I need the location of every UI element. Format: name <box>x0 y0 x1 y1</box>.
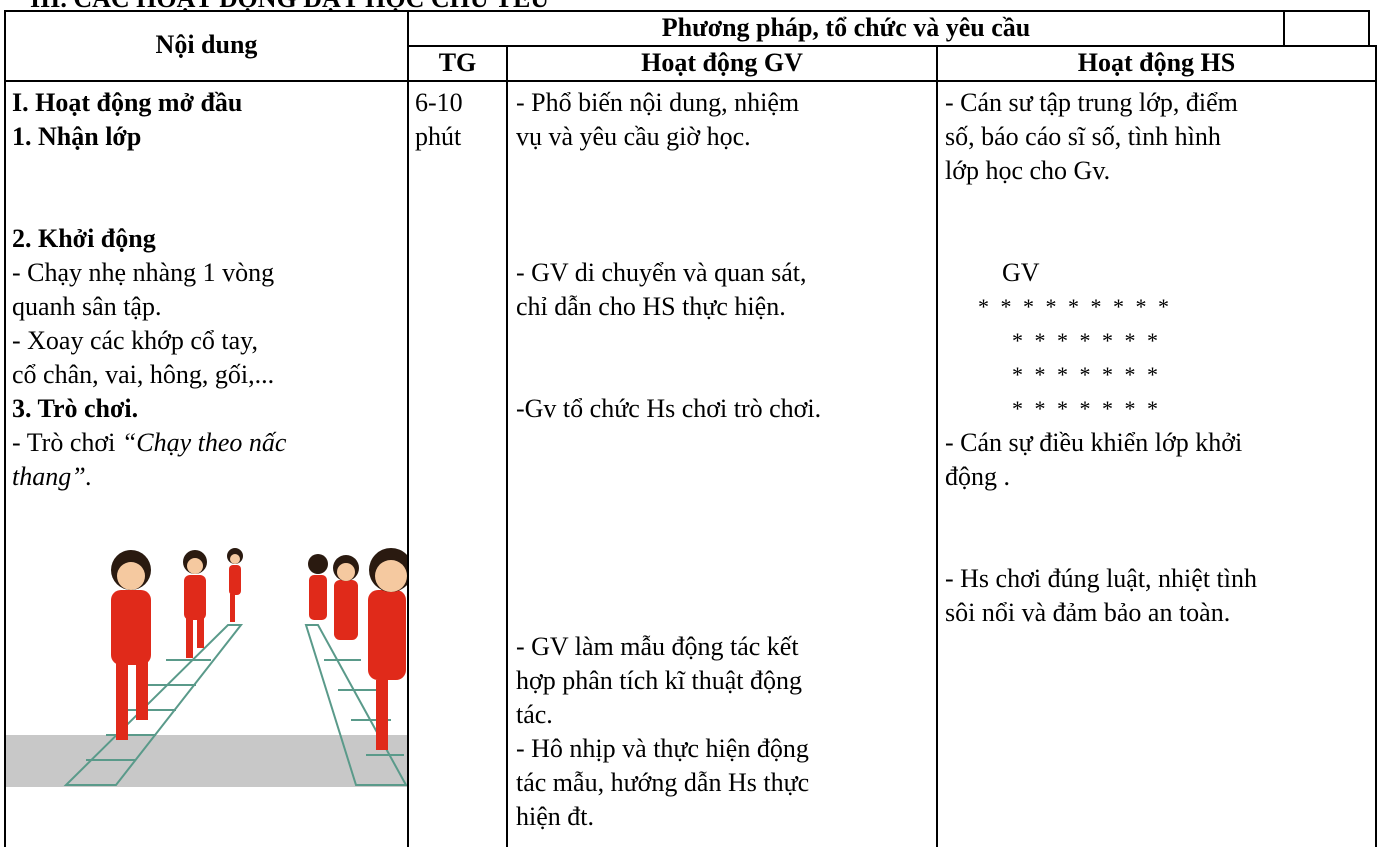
formation-row: * * * * * * * <box>1012 362 1158 387</box>
text: - Trò chơi <box>12 428 122 457</box>
content-line: cổ chân, vai, hông, gối,... <box>12 360 275 389</box>
content-line: 1. Nhận lớp <box>12 122 142 151</box>
teacher-line: vụ và yêu cầu giờ học. <box>516 122 751 151</box>
section-title: III. CÁC HOẠT ĐỘNG DẠY HỌC CHỦ YẾU <box>30 0 549 14</box>
teacher-line: - GV di chuyển và quan sát, <box>516 258 807 287</box>
teacher-line: tác. <box>516 700 553 729</box>
student-line: số, báo cáo sĩ số, tình hình <box>945 122 1221 151</box>
student-line: lớp học cho Gv. <box>945 156 1111 185</box>
time-line: 6-10 <box>415 88 463 117</box>
illustration <box>6 548 407 787</box>
formation-leader: GV <box>1002 258 1040 287</box>
student-line: - Hs chơi đúng luật, nhiệt tình <box>945 564 1257 593</box>
header-time: TG <box>438 48 477 77</box>
border <box>4 10 6 847</box>
emphasis-text: “Chạy theo nấc <box>121 428 287 457</box>
border <box>4 10 1370 12</box>
student-line: - Cán sự điều khiển lớp khởi <box>945 428 1243 457</box>
content-line: 2. Khởi động <box>12 224 156 253</box>
border <box>1368 10 1370 46</box>
time-line: phút <box>415 122 462 151</box>
teacher-line: - Hô nhịp và thực hiện động <box>516 734 809 763</box>
formation-row: * * * * * * * <box>1012 328 1158 353</box>
teacher-line: - Phổ biến nội dung, nhiệm <box>516 88 800 117</box>
border <box>1375 45 1377 847</box>
header-content: Nội dung <box>155 30 258 59</box>
teacher-line: hiện đt. <box>516 802 594 831</box>
border <box>408 45 1377 47</box>
student-line: động . <box>945 462 1010 491</box>
teacher-line: hợp phân tích kĩ thuật động <box>516 666 802 695</box>
header-teacher: Hoạt động GV <box>641 48 803 77</box>
header-student: Hoạt động HS <box>1077 48 1236 77</box>
content-line: I. Hoạt động mở đầu <box>12 88 243 117</box>
teacher-line: - GV làm mẫu động tác kết <box>516 632 799 661</box>
header-methods: Phương pháp, tổ chức và yêu cầu <box>661 13 1031 42</box>
border <box>936 45 938 847</box>
content-line: thang”. <box>12 462 93 491</box>
border <box>1283 10 1285 46</box>
border <box>407 10 409 847</box>
border <box>4 80 1377 82</box>
content-line: - Chạy nhẹ nhàng 1 vòng <box>12 258 275 287</box>
border <box>506 45 508 847</box>
formation-row: * * * * * * * <box>1012 396 1158 421</box>
content-line: 3. Trò chơi. <box>12 394 139 423</box>
teacher-line: -Gv tổ chức Hs chơi trò chơi. <box>516 394 822 423</box>
teacher-line: chỉ dẫn cho HS thực hiện. <box>516 292 786 321</box>
content-line: quanh sân tập. <box>12 292 162 321</box>
student-line: sôi nổi và đảm bảo an toàn. <box>945 598 1231 627</box>
teacher-line: tác mẫu, hướng dẫn Hs thực <box>516 768 810 797</box>
content-line: - Trò chơi “Chạy theo nấc <box>12 428 286 458</box>
formation-row: * * * * * * * * * <box>978 294 1169 319</box>
content-line: - Xoay các khớp cổ tay, <box>12 326 258 355</box>
student-line: - Cán sư tập trung lớp, điểm <box>945 88 1238 117</box>
